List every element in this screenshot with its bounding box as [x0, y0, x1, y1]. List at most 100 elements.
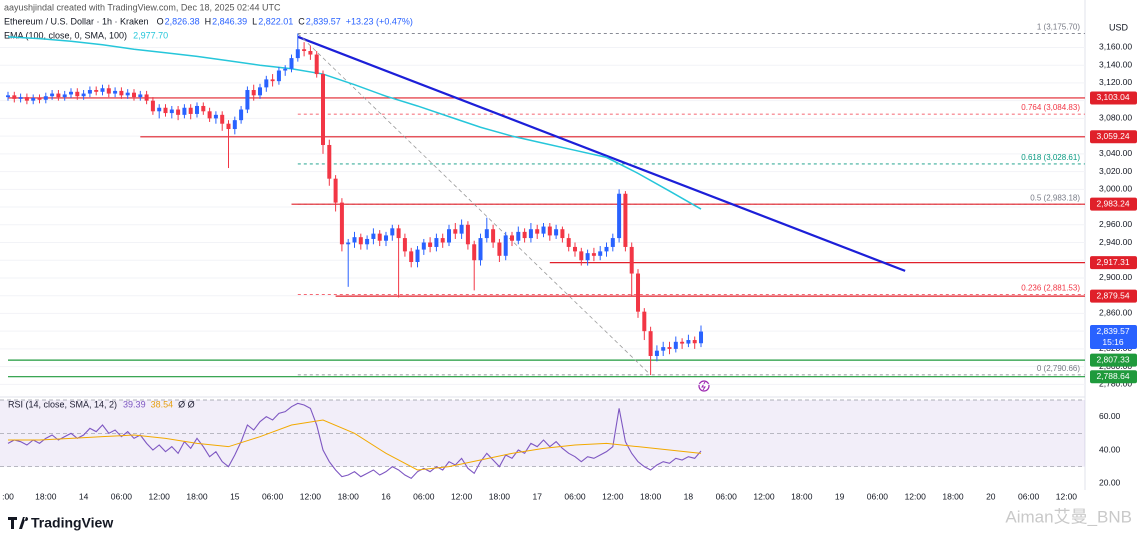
- candle-body: [478, 238, 483, 261]
- fib-label: 0.618 (3,028.61): [1021, 153, 1080, 162]
- candle-body: [251, 90, 256, 96]
- candle-body: [465, 224, 470, 245]
- candle-body: [163, 107, 168, 114]
- candle-body: [598, 251, 603, 256]
- level-tag-label: 2,983.24: [1096, 198, 1129, 208]
- x-tick-label: 06:00: [262, 491, 284, 501]
- candle-body: [56, 93, 61, 98]
- candle-body: [150, 100, 155, 112]
- candle-body: [680, 341, 685, 344]
- candle-body: [75, 91, 80, 97]
- rsi-value: 39.39: [123, 399, 146, 409]
- candle-body: [31, 97, 36, 101]
- candle-body: [113, 90, 118, 94]
- candle-body: [226, 123, 231, 130]
- candle-body: [119, 90, 124, 96]
- candle-body: [402, 238, 407, 252]
- candle-body: [188, 107, 193, 114]
- candle-body: [384, 235, 389, 241]
- ema-value: 2,977.70: [133, 30, 168, 40]
- y-tick-label: 60.00: [1099, 411, 1121, 421]
- x-tick-label: 18:00: [489, 491, 511, 501]
- candle-body: [591, 253, 596, 256]
- candle-body: [428, 242, 433, 247]
- candle-body: [220, 114, 225, 124]
- x-tick-label: 15: [230, 491, 240, 501]
- ohlc-value: 2,826.38: [165, 16, 200, 26]
- candle-body: [623, 193, 628, 247]
- fib-label: 1 (3,175.70): [1037, 23, 1080, 32]
- ohlc-value: 2,822.01: [258, 16, 293, 26]
- x-tick-label: 12:00: [1056, 491, 1078, 501]
- y-tick-label: 3,160.00: [1099, 42, 1132, 52]
- x-tick-label: 18:00: [791, 491, 813, 501]
- candle-body: [232, 120, 237, 130]
- change: +13.23 (+0.47%): [346, 16, 413, 26]
- candle-body: [195, 105, 200, 114]
- ohlc-key: C: [298, 16, 305, 26]
- candle-body: [547, 226, 552, 236]
- level-tag: [1090, 130, 1137, 144]
- y-tick-label: 3,040.00: [1099, 148, 1132, 158]
- candle-body: [157, 107, 162, 112]
- x-tick-label: 18:00: [186, 491, 208, 501]
- candle-body: [358, 237, 363, 245]
- candle-body: [182, 107, 187, 115]
- x-tick-label: 06:00: [1018, 491, 1040, 501]
- y-tick-label: 2,860.00: [1099, 308, 1132, 318]
- last-price-tag: [1090, 325, 1137, 350]
- x-tick-label: 18:00: [338, 491, 360, 501]
- candle-body: [390, 228, 395, 236]
- candle-body: [667, 347, 672, 349]
- candle-body: [100, 88, 105, 92]
- x-tick-label: :00: [2, 491, 14, 501]
- x-tick-label: 06:00: [716, 491, 738, 501]
- candle-body: [434, 238, 439, 247]
- candle-body: [516, 231, 521, 241]
- candle-body: [629, 246, 634, 274]
- candle-body: [453, 229, 458, 234]
- candle-body: [642, 311, 647, 332]
- candle-body: [207, 111, 212, 119]
- candle-body: [201, 105, 206, 112]
- candle-body: [522, 231, 527, 239]
- fib-label: 0.236 (2,881.53): [1021, 283, 1080, 292]
- candle-body: [213, 114, 218, 119]
- candle-body: [421, 242, 426, 250]
- candle-body: [69, 91, 74, 95]
- candle-body: [276, 70, 281, 82]
- candle-body: [37, 97, 42, 100]
- candle-body: [648, 331, 653, 356]
- trendline: [297, 33, 651, 376]
- candle-body: [699, 331, 704, 344]
- level-tag: [1090, 91, 1137, 105]
- candle-body: [169, 109, 174, 114]
- x-tick-label: 18:00: [35, 491, 57, 501]
- rsi-line: [8, 419, 702, 471]
- y-tick-label: 40.00: [1099, 444, 1121, 454]
- currency: USD: [1109, 22, 1129, 32]
- ema-line: [7, 36, 702, 210]
- candle-body: [409, 251, 414, 263]
- y-tick-label: 2,780.00: [1099, 379, 1132, 389]
- level-tag: [1090, 256, 1137, 270]
- candle-body: [459, 224, 464, 234]
- candle-body: [295, 49, 300, 59]
- candle-body: [528, 229, 533, 239]
- x-tick-label: 12:00: [602, 491, 624, 501]
- candle-body: [327, 144, 332, 179]
- candle-body: [686, 340, 691, 344]
- x-tick-label: 18:00: [942, 491, 964, 501]
- level-tag-label: 3,103.04: [1096, 92, 1129, 102]
- candle-body: [371, 233, 376, 239]
- candle-body: [239, 109, 244, 121]
- candle-body: [24, 97, 29, 101]
- rsi-legend: RSI (14, close, SMA, 14, 2): [8, 399, 117, 409]
- candle-body: [264, 79, 269, 88]
- y-tick-label: 3,120.00: [1099, 77, 1132, 87]
- brand-logo: [8, 517, 29, 529]
- x-tick-label: 12:00: [451, 491, 473, 501]
- level-tag-label: 2,788.64: [1096, 371, 1129, 381]
- rsi-line: [7, 402, 702, 480]
